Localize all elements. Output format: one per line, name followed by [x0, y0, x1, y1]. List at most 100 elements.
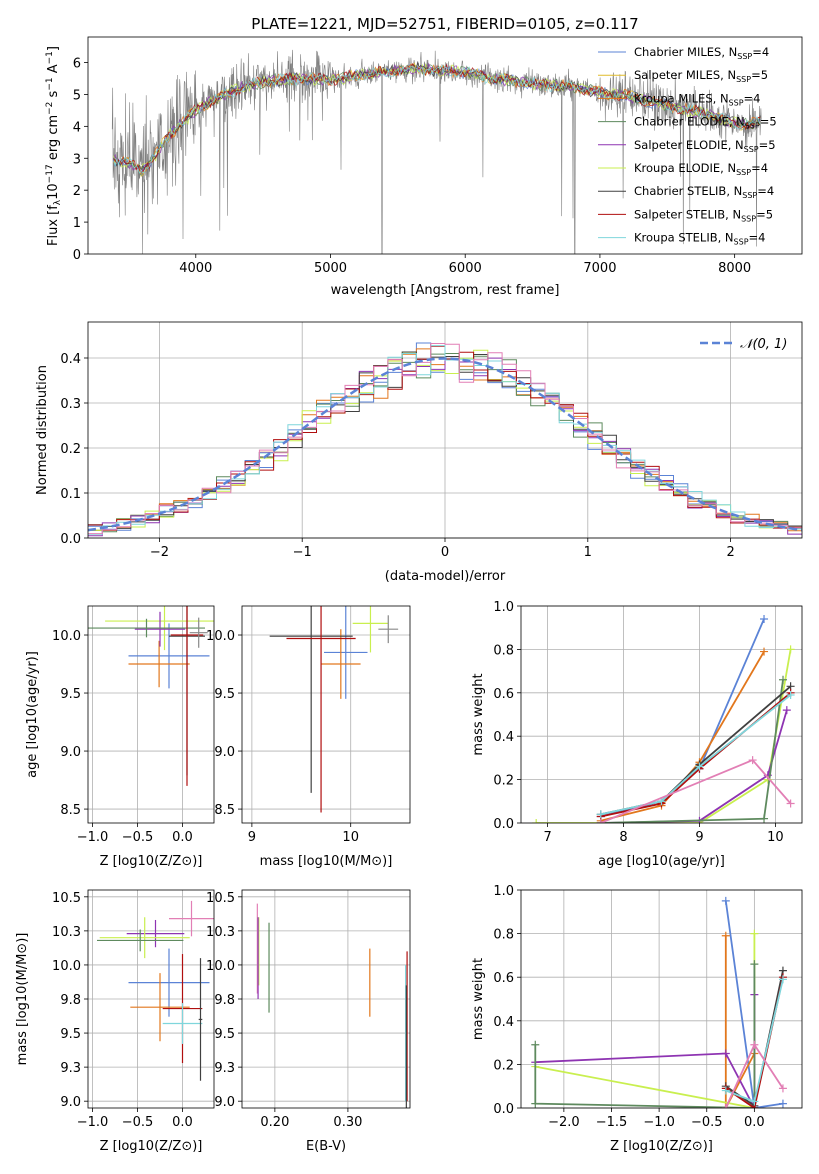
spectrum-legend: Chabrier MILES, NSSP=4 Salpeter MILES, NS… — [598, 45, 777, 247]
y-tick-label: 8.5 — [214, 803, 235, 818]
plot-area-residuals — [88, 342, 802, 537]
weight-marker — [779, 675, 788, 684]
weight-marker — [786, 799, 795, 808]
legend-label: Chabrier MILES, NSSP=4 — [634, 45, 769, 61]
x-tick-label: 2 — [726, 545, 734, 560]
legend-label: Kroupa MILES, NSSP=4 — [634, 91, 760, 107]
axes-frame — [87, 321, 803, 539]
panel-spectrum: 4000 5000 6000 7000 8000 0 1 2 3 4 5 6 wavelength [A… — [45, 36, 803, 298]
weight-line — [600, 679, 784, 823]
x-tick-label: 6000 — [449, 261, 482, 276]
y-tick-label: 9.3 — [214, 1061, 235, 1076]
x-tick-label: −2 — [150, 545, 169, 560]
y-tick-label: 0.8 — [493, 928, 514, 943]
legend-label: Kroupa STELIB, NSSP=4 — [634, 231, 765, 247]
x-tick-label: 4000 — [179, 261, 212, 276]
y-tick-label: 6 — [73, 57, 81, 72]
y-tick-label: 10.0 — [206, 959, 235, 974]
y-axis-label: age [log10(age/yr)] — [25, 651, 40, 778]
panel-age-vs-mass: 9 10 8.5 9.0 9.5 10.0 mass [log10(M/M⊙)] — [206, 605, 411, 869]
y-axis-label: mass [log10(M/M⊙)] — [15, 933, 30, 1066]
axes-frame — [241, 889, 411, 1109]
y-tick-label: 0.0 — [60, 532, 81, 547]
y-tick-label: 8.5 — [60, 803, 81, 818]
y-tick-label: 1 — [73, 216, 81, 231]
x-tick-label: −0.5 — [122, 1115, 154, 1130]
y-tick-label: 0.4 — [493, 1015, 514, 1030]
panel-mass-weight-vs-age: 7 8 9 10 0.0 0.2 0.4 0.6 0.8 1.0 age [log10(age/yr… — [471, 600, 803, 869]
x-tick-label: 9 — [695, 830, 703, 845]
spectrum-model-line — [113, 61, 761, 172]
histogram-step — [88, 345, 802, 535]
spectrum-model-line — [113, 62, 761, 173]
weight-marker — [750, 1097, 759, 1106]
x-tick-label: 0.0 — [172, 830, 193, 845]
x-tick-label: 0.20 — [260, 1115, 289, 1130]
x-axis-label: E(B-V) — [306, 1139, 346, 1154]
x-axis-label: age [log10(age/yr)] — [598, 854, 725, 869]
y-axis-label: mass weight — [471, 673, 486, 755]
weight-marker — [721, 1086, 730, 1095]
weight-marker — [760, 615, 769, 624]
y-tick-label: 9.0 — [214, 1095, 235, 1110]
plot-area-age-vs-Z — [88, 606, 214, 786]
y-tick-label: 0.6 — [493, 971, 514, 986]
weight-marker — [750, 1040, 759, 1049]
x-tick-label: 0.0 — [172, 1115, 193, 1130]
axes-frame — [87, 36, 803, 255]
histogram-step — [88, 343, 802, 535]
spectrum-model-line — [113, 64, 761, 174]
y-tick-label: 0.3 — [60, 397, 81, 412]
x-tick-label: 5000 — [314, 261, 347, 276]
panel-mass-weight-vs-Z: −2.0 −1.5 −1.0 −0.5 0.0 0.0 0.2 0.4 0.6 0.8 1.0 Z [… — [471, 884, 803, 1154]
legend-label: Salpeter MILES, NSSP=5 — [634, 68, 768, 84]
y-tick-label: 5 — [73, 88, 81, 103]
x-tick-label: 10 — [342, 830, 359, 845]
panel-age-vs-Z: −1.0 −0.5 0.0 8.5 9.0 9.5 10.0 Z [log10(Z/Z⊙)] a… — [25, 605, 215, 869]
y-tick-label: 0.2 — [60, 442, 81, 457]
x-tick-label: −2.0 — [548, 1115, 580, 1130]
y-tick-label: 3 — [73, 152, 81, 167]
y-axis-label: Normed distribution — [35, 365, 50, 495]
weight-line — [724, 900, 784, 1108]
legend-label: Chabrier STELIB, NSSP=4 — [634, 184, 774, 200]
plot-area-mass-weight-vs-age — [532, 615, 795, 823]
weight-marker — [750, 960, 759, 969]
y-tick-label: 0.2 — [493, 774, 514, 789]
weight-line — [534, 964, 756, 1108]
x-axis-label: mass [log10(M/M⊙)] — [260, 854, 393, 869]
y-tick-label: 1.0 — [493, 884, 514, 899]
y-tick-label: 1.0 — [493, 600, 514, 615]
legend-label: Salpeter STELIB, NSSP=5 — [634, 207, 773, 223]
x-tick-label: 0 — [441, 545, 449, 560]
x-tick-label: 10 — [767, 830, 784, 845]
weight-line — [600, 618, 765, 818]
figure-title: PLATE=1221, MJD=52751, FIBERID=0105, z=0… — [251, 15, 638, 33]
plot-area-mass-vs-EBV — [256, 903, 408, 1108]
plot-area-spectrum — [111, 49, 762, 254]
panel-mass-vs-EBV: 0.20 0.30 9.0 9.3 9.5 9.8 10.0 10.3 10.5 E(B-V) — [206, 889, 411, 1154]
y-tick-label: 9.5 — [214, 687, 235, 702]
axes-frame — [87, 605, 215, 824]
weight-marker — [778, 1099, 787, 1108]
y-tick-label: 9.5 — [60, 687, 81, 702]
x-tick-label: 7 — [543, 830, 551, 845]
x-axis-label: Z [log10(Z/Z⊙)] — [100, 1139, 203, 1154]
x-tick-label: 0.0 — [744, 1115, 765, 1130]
weight-marker — [531, 1040, 540, 1049]
x-axis-label: Z [log10(Z/Z⊙)] — [610, 1139, 713, 1154]
y-tick-label: 9.8 — [214, 993, 235, 1008]
weight-marker — [782, 706, 791, 715]
x-tick-label: −1.5 — [596, 1115, 628, 1130]
axes-frame — [241, 605, 411, 824]
x-axis-label: (data-model)/error — [385, 569, 506, 584]
y-tick-label: 0.6 — [493, 687, 514, 702]
x-tick-label: −0.5 — [691, 1115, 723, 1130]
legend-label: Chabrier ELODIE, NSSP=5 — [634, 115, 777, 131]
y-axis-label: Flux [fλ10−17 erg cm−2 s−1 A−1] — [45, 46, 63, 246]
weight-line — [600, 694, 792, 816]
x-tick-label: 7000 — [583, 261, 616, 276]
y-tick-label: 9.0 — [60, 1095, 81, 1110]
y-tick-label: 9.0 — [214, 745, 235, 760]
legend-label: Kroupa ELODIE, NSSP=4 — [634, 161, 768, 177]
